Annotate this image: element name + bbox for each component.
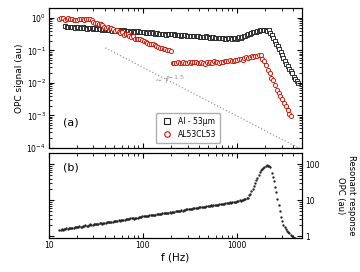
Text: (a): (a): [63, 118, 78, 128]
Text: (b): (b): [63, 162, 78, 172]
Text: $\sim f^{-1.5}$: $\sim f^{-1.5}$: [153, 74, 185, 86]
Legend: Al - 53μm, AL53CL53: Al - 53μm, AL53CL53: [156, 113, 220, 143]
Y-axis label: OPC signal (au): OPC signal (au): [15, 43, 24, 113]
X-axis label: f (Hz): f (Hz): [161, 253, 190, 262]
Y-axis label: Resonant response
OPC (au): Resonant response OPC (au): [336, 155, 356, 236]
